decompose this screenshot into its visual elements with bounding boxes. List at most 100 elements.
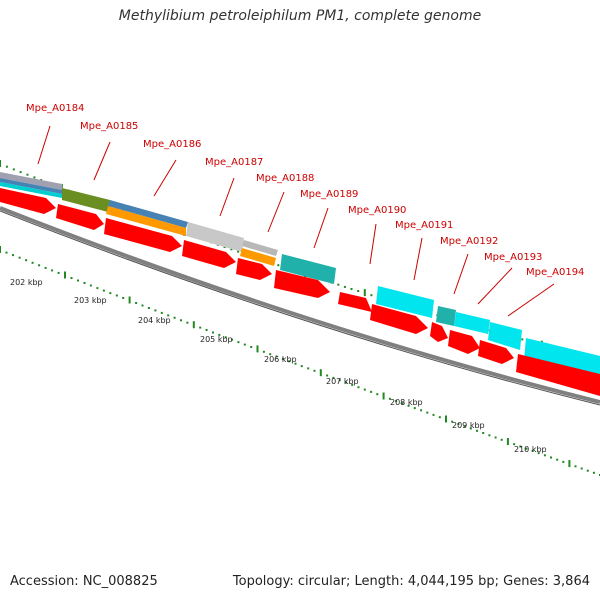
lower-tick: [212, 331, 214, 334]
lower-tick: [476, 429, 478, 432]
lower-tick: [218, 333, 221, 336]
lower-tick: [122, 297, 125, 299]
gene-label-a0194: Mpe_A0194: [526, 267, 584, 278]
gene-label-a0190: Mpe_A0190: [348, 205, 406, 216]
lower-tick: [0, 246, 1, 253]
lower-tick: [147, 307, 150, 309]
gene-label-a0189: Mpe_A0189: [300, 189, 358, 200]
lower-tick: [401, 402, 404, 405]
lower-tick: [319, 369, 322, 377]
lower-tick: [135, 302, 138, 304]
kbp-label-207: 207 kbp: [326, 377, 359, 386]
lower-tick: [173, 316, 176, 319]
lower-tick: [128, 296, 131, 304]
lower-tick: [77, 279, 79, 282]
cds-arrow-a0192: [448, 330, 480, 354]
upper-tick: [337, 283, 340, 286]
lower-tick: [494, 436, 497, 439]
lower-tick: [332, 376, 335, 379]
gene-label-a0185: Mpe_A0185: [80, 121, 138, 132]
gene-label-a0187: Mpe_A0187: [205, 157, 263, 168]
feature-grey-a0187: [186, 222, 244, 252]
lower-tick: [445, 415, 447, 423]
gene-label-a0188: Mpe_A0188: [256, 173, 314, 184]
lower-tick: [167, 314, 170, 317]
lower-tick: [413, 407, 416, 410]
upper-tick: [237, 250, 240, 253]
lower-tick: [180, 319, 182, 322]
lower-tick: [300, 365, 303, 368]
lower-tick: [89, 284, 92, 287]
kbp-label-209: 209 kbp: [452, 421, 485, 430]
accession-text: Accession: NC_008825: [10, 574, 158, 589]
lower-tick: [256, 345, 259, 353]
cds-arrow-a0184: [0, 188, 56, 214]
lower-tick: [382, 392, 385, 400]
lower-tick: [469, 427, 472, 430]
topology-text: Topology: circular; Length: 4,044,195 bp…: [232, 574, 590, 589]
kbp-label-203: 203 kbp: [74, 296, 107, 305]
gene-label-a0186: Mpe_A0186: [143, 139, 201, 150]
lower-tick: [38, 264, 41, 267]
lower-tick: [70, 277, 73, 279]
upper-tick: [343, 285, 346, 288]
upper-tick: [19, 171, 22, 174]
lower-tick: [141, 304, 144, 307]
lower-tick: [115, 294, 118, 297]
cds-lane: [0, 188, 600, 396]
lower-tick: [262, 350, 265, 353]
lower-tick: [556, 458, 559, 461]
lower-tick: [568, 460, 571, 468]
lower-tick: [506, 438, 509, 445]
lower-tick: [426, 411, 429, 414]
lower-tick: [224, 336, 227, 339]
lower-tick: [376, 393, 379, 396]
gene-leader-lines: [37, 125, 555, 317]
lower-tick: [281, 357, 284, 360]
upper-tick: [26, 173, 29, 176]
lower-tick: [64, 271, 66, 279]
lower-tick: [338, 379, 341, 382]
lower-tick: [243, 343, 246, 346]
kbp-label-202: 202 kbp: [10, 278, 43, 287]
feature-cyan-a0193: [488, 322, 522, 350]
lower-tick: [57, 271, 60, 274]
lower-tick: [457, 423, 460, 425]
upper-tick: [0, 160, 1, 167]
lower-tick: [237, 341, 240, 344]
lower-tick: [543, 454, 546, 457]
lower-tick: [357, 386, 360, 389]
upper-tick: [521, 338, 524, 341]
feature-steelblue-a0186: [108, 200, 188, 228]
lower-tick: [313, 369, 316, 372]
kbp-label-210: 210 kbp: [514, 445, 547, 454]
lower-tick: [275, 355, 278, 358]
cds-arrow-a0185: [56, 204, 104, 230]
lower-tick: [51, 269, 54, 272]
lower-tick: [25, 259, 28, 262]
lower-tick: [574, 465, 577, 468]
lower-tick: [388, 397, 391, 400]
lower-tick-row: [0, 246, 600, 476]
cds-arrow-a0193: [478, 340, 514, 364]
lower-tick: [154, 309, 157, 312]
lower-tick: [307, 367, 310, 370]
lower-tick: [205, 329, 208, 331]
lower-tick: [519, 445, 522, 448]
cds-arrow-a0188: [236, 258, 272, 280]
lower-tick: [294, 362, 297, 365]
feature-grey-a0184: [0, 172, 62, 190]
cds-arrow-a0189: [274, 270, 330, 298]
lower-tick: [537, 452, 540, 455]
cds-arrow-a0190: [338, 292, 372, 312]
lower-tick: [363, 388, 366, 391]
cds-arrow-a0186: [104, 218, 182, 252]
upper-tick: [12, 168, 15, 171]
lower-tick: [351, 383, 354, 386]
lower-tick: [420, 409, 423, 412]
lower-tick: [96, 287, 99, 290]
lower-tick: [199, 326, 202, 329]
lower-tick: [451, 420, 454, 423]
lower-tick: [370, 390, 373, 393]
